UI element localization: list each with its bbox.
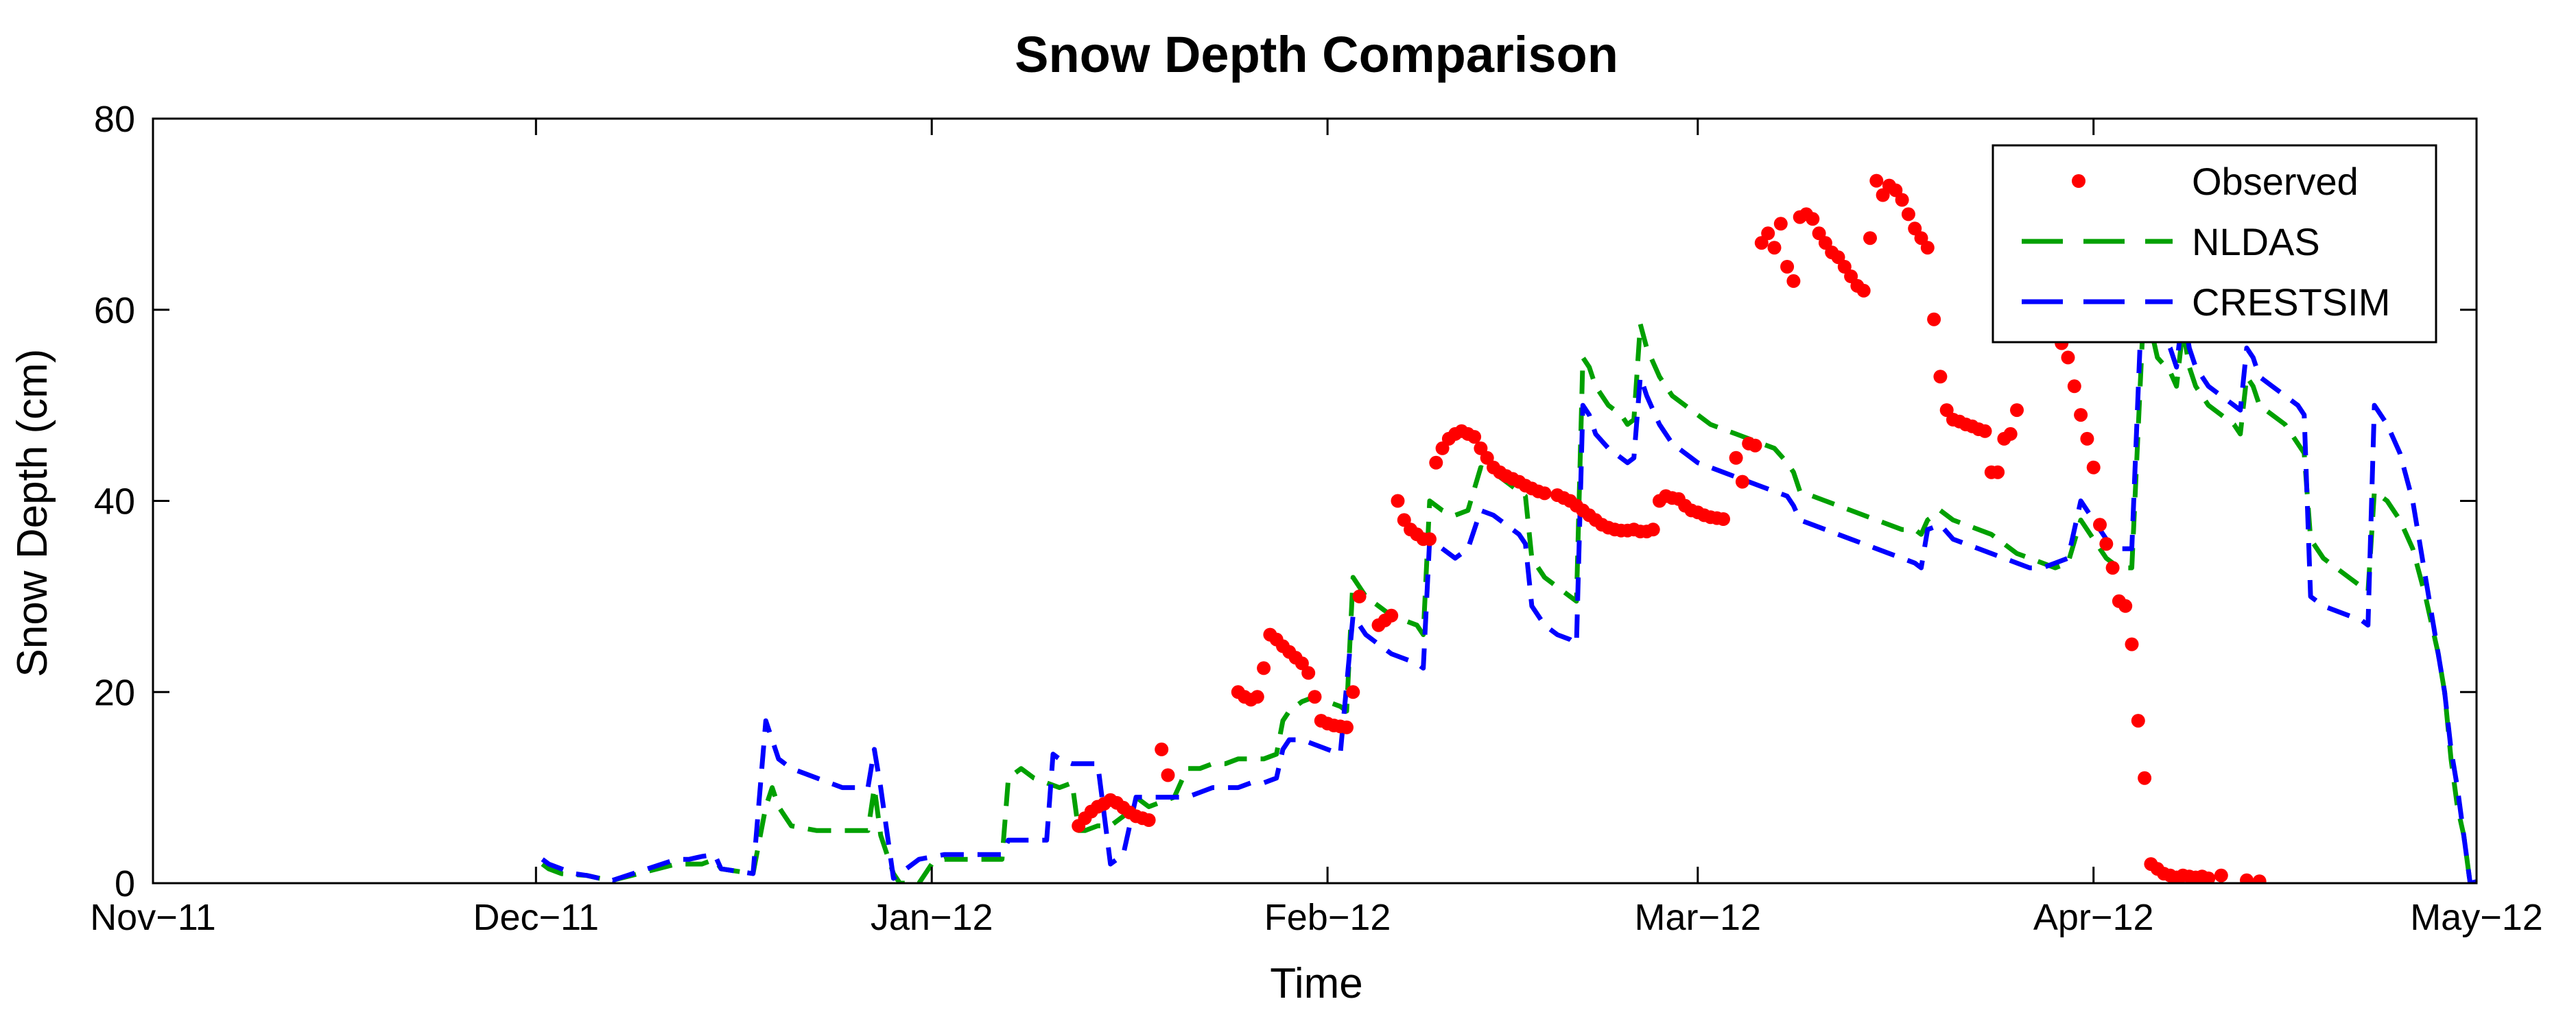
legend-nldas-label: NLDAS: [2192, 220, 2320, 263]
observed-point: [1927, 312, 1941, 326]
observed-point: [1735, 475, 1749, 489]
legend-crestsim-label: CRESTSIM: [2192, 280, 2390, 324]
x-axis-title: Time: [1270, 960, 1362, 1007]
observed-point: [1806, 212, 1820, 226]
observed-point: [1773, 217, 1788, 231]
observed-point: [1920, 241, 1935, 255]
x-tick-label: Dec−11: [473, 897, 599, 938]
observed-point: [1978, 424, 1992, 438]
legend-observed-marker: [2072, 174, 2085, 188]
series-crestsim-line: [541, 230, 2477, 883]
legend: Observed NLDAS CRESTSIM: [1992, 144, 2437, 344]
observed-point: [1780, 260, 1795, 274]
observed-point: [1429, 455, 1443, 470]
observed-point: [1863, 231, 1877, 245]
observed-point: [2080, 431, 2094, 446]
plot-area: [541, 173, 2477, 883]
y-tick-label: 20: [94, 672, 135, 713]
y-tick-label: 60: [94, 290, 135, 331]
observed-point: [2138, 771, 2152, 785]
observed-point: [2067, 379, 2081, 394]
observed-point: [1901, 207, 1915, 221]
observed-point: [1384, 608, 1399, 623]
x-tick-label: Jan−12: [871, 897, 993, 938]
series-observed: [1072, 173, 2267, 883]
observed-point: [1142, 813, 1156, 827]
y-tick-label: 80: [94, 99, 135, 140]
x-axis: Nov−11 Dec−11 Jan−12 Feb−12 Mar−12 Apr−12 May−…: [90, 119, 2543, 938]
observed-point: [2240, 873, 2254, 883]
observed-point: [2010, 403, 2024, 418]
observed-point: [1646, 522, 1660, 537]
x-tick-label: Feb−12: [1264, 897, 1391, 938]
x-tick-label: Apr−12: [2033, 897, 2154, 938]
observed-point: [1761, 226, 1775, 241]
x-tick-label: May−12: [2410, 897, 2543, 938]
observed-point: [1767, 241, 1782, 255]
observed-point: [1856, 283, 1871, 298]
observed-point: [1352, 589, 1367, 603]
series-nldas-line: [541, 288, 2477, 883]
observed-point: [2252, 874, 2267, 883]
observed-point: [1895, 193, 1909, 207]
observed-point: [1786, 274, 1801, 288]
observed-point: [2131, 714, 2145, 728]
observed-point: [1340, 720, 1354, 734]
observed-point: [2086, 460, 2101, 475]
observed-point: [1537, 486, 1552, 501]
y-axis: 0 20 40 60 80: [94, 99, 2477, 904]
observed-point: [1869, 173, 1884, 188]
observed-point: [2214, 868, 2228, 882]
observed-point: [1467, 430, 1482, 444]
observed-point: [1391, 494, 1405, 508]
observed-point: [1346, 685, 1360, 699]
observed-point: [1257, 661, 1271, 675]
observed-point: [2003, 427, 2018, 441]
observed-point: [2093, 518, 2107, 532]
observed-point: [2061, 350, 2075, 365]
legend-observed-label: Observed: [2192, 160, 2359, 203]
x-tick-label: Nov−11: [90, 897, 216, 938]
observed-point: [1301, 666, 1316, 680]
observed-point: [1748, 438, 1762, 453]
observed-point: [2118, 599, 2133, 613]
observed-point: [2105, 561, 2120, 575]
observed-point: [1161, 768, 1175, 782]
observed-point: [2099, 537, 2114, 551]
observed-point: [1991, 465, 2005, 479]
chart-title: Snow Depth Comparison: [1015, 26, 1618, 83]
x-tick-label: Mar−12: [1634, 897, 1761, 938]
observed-point: [1308, 690, 1322, 704]
observed-point: [1716, 512, 1730, 526]
observed-point: [1729, 451, 1743, 465]
observed-point: [2201, 872, 2216, 883]
y-tick-label: 40: [94, 481, 135, 522]
observed-point: [2074, 408, 2088, 422]
y-axis-title: Snow Depth (cm): [9, 349, 56, 677]
observed-point: [1155, 742, 1169, 756]
y-tick-label: 0: [115, 863, 135, 904]
observed-point: [1423, 532, 1437, 546]
observed-point: [1933, 370, 1948, 384]
observed-point: [2125, 637, 2139, 651]
legend-box: [1992, 144, 2437, 344]
observed-point: [1250, 690, 1264, 704]
